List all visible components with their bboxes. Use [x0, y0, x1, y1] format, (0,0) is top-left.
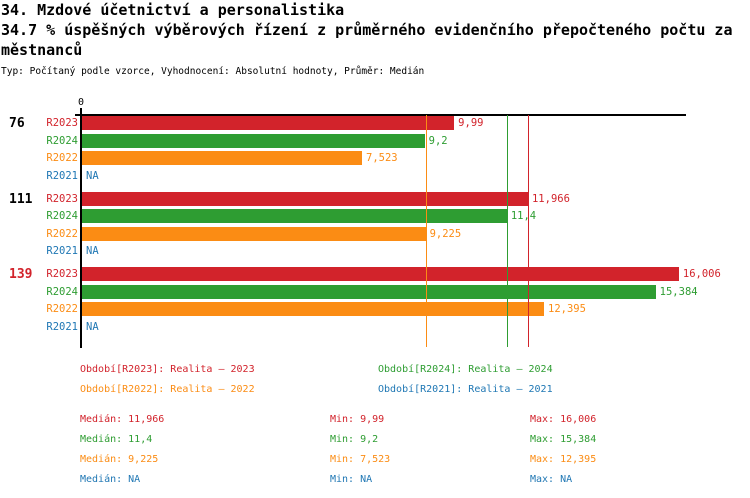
bar-value-label: 16,006: [682, 268, 721, 280]
stat-median: Medián: 11,4: [80, 434, 153, 445]
series-row-label: R2024: [46, 134, 78, 147]
y-axis-line: [80, 114, 82, 348]
stat-min: Min: 9,99: [330, 414, 385, 425]
bar: [82, 226, 426, 241]
median-line: [426, 115, 427, 347]
stat-max: Max: NA: [530, 474, 573, 485]
stat-median: Medián: 11,966: [80, 414, 165, 425]
na-label: NA: [86, 320, 99, 333]
stat-max: Max: 16,006: [530, 414, 597, 425]
stat-min: Min: NA: [330, 474, 373, 485]
bar: [82, 302, 544, 316]
series-row-label: R2023: [46, 268, 78, 280]
stat-median: Medián: NA: [80, 474, 141, 485]
series-row-label: R2024: [46, 210, 78, 222]
series-row-label: R2021: [46, 169, 78, 182]
series-row-label: R2021: [46, 245, 78, 257]
bar-value-label: 7,523: [366, 152, 398, 164]
stat-min: Min: 7,523: [330, 454, 391, 465]
series-row-label: R2023: [46, 192, 78, 205]
bar: [82, 284, 656, 299]
median-line: [507, 115, 508, 347]
group-label: 139: [9, 267, 33, 282]
bar-value-label: 12,395: [548, 303, 586, 315]
x-axis-line: [75, 114, 686, 116]
bar-value-label: 11,966: [531, 192, 570, 205]
x-axis-zero-tick-label: 0: [77, 97, 85, 108]
bar-value-label: 9,225: [429, 227, 462, 240]
stat-median: Medián: 9,225: [80, 454, 159, 465]
legend-item: Období[R2023]: Realita – 2023: [80, 364, 255, 375]
na-label: NA: [86, 245, 99, 257]
series-row-label: R2022: [46, 227, 78, 240]
group-label: 76: [9, 116, 25, 131]
page-subtitle-line2: městnanců: [1, 41, 83, 59]
page-title: 34. Mzdové účetnictví a personalistika: [1, 1, 345, 19]
series-row-label: R2021: [46, 320, 78, 333]
legend-item: Období[R2022]: Realita – 2022: [80, 384, 255, 395]
na-label: NA: [86, 169, 99, 182]
legend-item: Období[R2021]: Realita – 2021: [378, 384, 553, 395]
bar: [82, 151, 363, 165]
x-axis-tick-mark: [80, 108, 82, 114]
bar-value-label: 9,2: [428, 134, 448, 147]
median-line: [528, 115, 529, 347]
page-subtitle-line1: 34.7 % úspěšných výběrových řízení z prů…: [1, 21, 733, 39]
bar: [82, 267, 679, 281]
bar: [82, 191, 528, 206]
stat-min: Min: 9,2: [330, 434, 379, 445]
bar: [82, 116, 455, 130]
chart-meta-line: Typ: Počítaný podle vzorce, Vyhodnocení:…: [1, 66, 425, 77]
bar: [82, 133, 425, 148]
series-row-label: R2022: [46, 303, 78, 315]
stat-max: Max: 12,395: [530, 454, 597, 465]
bar-value-label: 15,384: [659, 285, 698, 298]
bar-value-label: 9,99: [458, 117, 484, 129]
group-label: 111: [9, 191, 33, 207]
series-row-label: R2024: [46, 285, 78, 298]
series-row-label: R2022: [46, 152, 78, 164]
stat-max: Max: 15,384: [530, 434, 597, 445]
legend-item: Období[R2024]: Realita – 2024: [378, 364, 553, 375]
bar-value-label: 11,4: [510, 210, 537, 222]
bar: [82, 209, 507, 223]
series-row-label: R2023: [46, 117, 78, 129]
